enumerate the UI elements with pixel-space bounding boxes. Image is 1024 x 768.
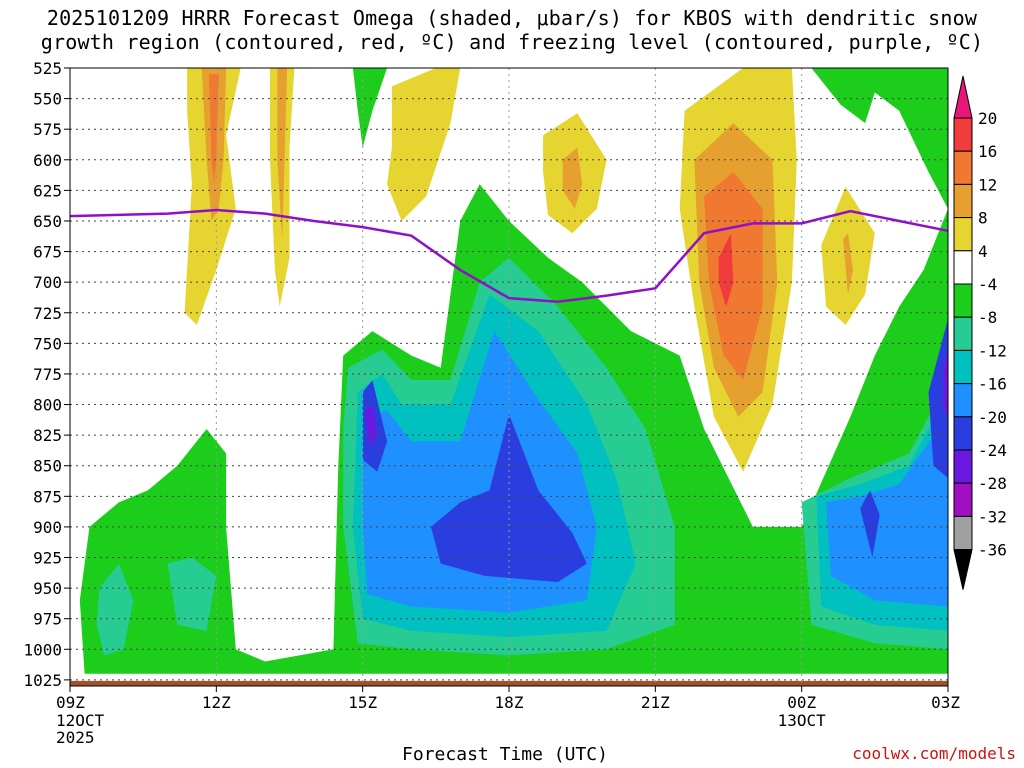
colorbar: 20 16 12 8 4 -4 -8 -12 -16 -20 -24 -28 -32 -36 [953, 75, 1007, 590]
y-tick-label-875: 875 [33, 487, 62, 506]
colorbar-label-1: 16 [978, 142, 997, 161]
colorbar-label-7: -12 [978, 341, 1007, 360]
colorbar-bin-11 [953, 482, 973, 517]
y-tick-label-825: 825 [33, 426, 62, 445]
colorbar-label-8: -16 [978, 375, 1007, 394]
colorbar-bottom-triangle [953, 549, 973, 590]
omega-region-purple-e [943, 349, 948, 417]
x-tick-label-15Z: 15Z [348, 693, 377, 712]
colorbar-bin-10 [953, 449, 973, 484]
omega-region-purple-a [365, 404, 378, 448]
omega-region-blue-d [826, 404, 948, 607]
axes: 525 550 575 600 625 650 675 700 725 750 775 800 825 8… [23, 59, 960, 747]
x-tick-label-03Z: 03Z [931, 693, 960, 712]
colorbar-bin-0 [953, 117, 973, 152]
y-tick-label-925: 925 [33, 549, 62, 568]
plot-area [69, 67, 949, 686]
y-tick-label-575: 575 [33, 120, 62, 139]
x-tick-label-18Z: 18Z [495, 693, 524, 712]
colorbar-bin-4 [953, 250, 973, 285]
y-tick-label-775: 775 [33, 365, 62, 384]
colorbar-bin-1 [953, 150, 973, 185]
freezing-level-line [69, 208, 949, 303]
y-tick-label-600: 600 [33, 151, 62, 170]
colorbar-bin-8 [953, 383, 973, 418]
omega-region-o12-a [209, 74, 219, 185]
omega-region-g-right [811, 68, 948, 209]
colorbar-bin-7 [953, 349, 973, 385]
omega-region-g-top-a [352, 68, 388, 148]
omega-region-nblue-d [860, 490, 880, 558]
y-tick-label-750: 750 [33, 334, 62, 353]
colorbar-label-11: -28 [978, 474, 1007, 493]
x-axis-label: Forecast Time (UTC) [402, 744, 608, 765]
y-tick-label-675: 675 [33, 243, 62, 262]
omega-region-teal-b [167, 557, 217, 631]
y-tick-label-525: 525 [33, 59, 62, 78]
y-tick-label-650: 650 [33, 212, 62, 231]
y-tick-label-700: 700 [33, 273, 62, 292]
colorbar-bin-12 [953, 515, 973, 551]
omega-region-nblue-c2 [431, 414, 587, 582]
colorbar-label-12: -32 [978, 507, 1007, 526]
chart-title-line1: 2025101209 HRRR Forecast Omega (shaded, … [46, 6, 978, 30]
colorbar-top-triangle [953, 75, 973, 119]
y-tick-label-975: 975 [33, 610, 62, 629]
credit-text: coolwx.com/models [852, 744, 1016, 763]
omega-region-teal-a [96, 563, 134, 656]
x-date-label-12OCT: 12OCT [56, 711, 105, 730]
omega-region-o8-f [843, 233, 853, 295]
omega-region-nblue-e [928, 318, 948, 478]
colorbar-label-5: -4 [978, 275, 997, 294]
colorbar-label-6: -8 [978, 308, 997, 327]
shaded-omega [79, 68, 948, 674]
y-tick-label-850: 850 [33, 457, 62, 476]
colorbar-label-0: 20 [978, 109, 997, 128]
colorbar-label-10: -24 [978, 441, 1007, 460]
chart-title-line2: growth region (contoured, red, ºC) and f… [40, 30, 984, 54]
y-tick-label-800: 800 [33, 396, 62, 415]
colorbar-label-2: 12 [978, 175, 997, 194]
colorbar-label-9: -20 [978, 408, 1007, 427]
omega-region-y4-c [387, 68, 461, 221]
omega-region-o8-d [562, 147, 583, 209]
chart-title: 2025101209 HRRR Forecast Omega (shaded, … [0, 6, 1024, 54]
y-tick-label-725: 725 [33, 304, 62, 323]
colorbar-bin-3 [953, 217, 973, 252]
colorbar-label-3: 8 [978, 209, 988, 228]
x-tick-label-21Z: 21Z [641, 693, 670, 712]
colorbar-bin-5 [953, 283, 973, 318]
x-tick-label-12Z: 12Z [202, 693, 231, 712]
y-tick-label-950: 950 [33, 579, 62, 598]
x-tick-label-00Z: 00Z [787, 693, 816, 712]
x-year-label: 2025 [56, 728, 95, 747]
omega-region-r16-e [718, 233, 734, 307]
y-tick-label-1000: 1000 [23, 640, 62, 659]
x-tick-label-09Z: 09Z [56, 693, 85, 712]
y-tick-label-550: 550 [33, 90, 62, 109]
colorbar-bin-9 [953, 416, 973, 451]
colorbar-label-13: -36 [978, 541, 1007, 560]
colorbar-bin-6 [953, 316, 973, 351]
ground-band [70, 680, 948, 686]
y-tick-label-625: 625 [33, 181, 62, 200]
y-tick-label-900: 900 [33, 518, 62, 537]
omega-region-o8-b [277, 68, 288, 240]
y-tick-label-1025: 1025 [23, 671, 62, 690]
x-date-label-13OCT: 13OCT [778, 711, 827, 730]
colorbar-label-4: 4 [978, 242, 988, 261]
colorbar-bin-2 [953, 183, 973, 219]
